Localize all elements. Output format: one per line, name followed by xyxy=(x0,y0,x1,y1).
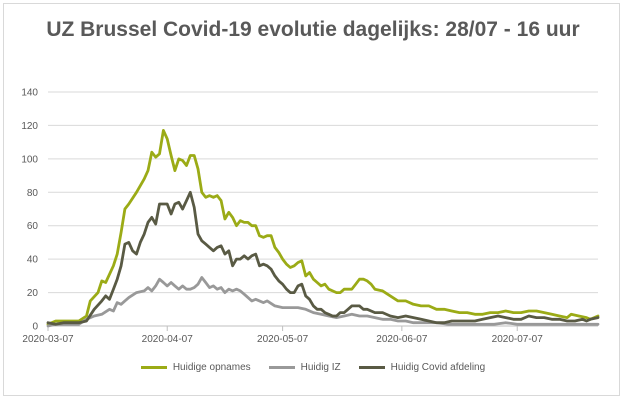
y-tick-label-100: 100 xyxy=(21,154,38,165)
x-tick-label-2020-06-07: 2020-06-07 xyxy=(376,334,428,345)
y-tick-label-40: 40 xyxy=(27,255,39,266)
x-tick-label-2020-03-07: 2020-03-07 xyxy=(22,334,74,345)
legend-item-1: Huidige opnames xyxy=(140,362,251,373)
x-tick-label-2020-07-07: 2020-07-07 xyxy=(492,334,544,345)
y-tick-label-140: 140 xyxy=(21,88,38,99)
y-axis-tick-labels: 0 20 40 60 80 100 120 140 xyxy=(21,88,38,333)
legend-swatch-3 xyxy=(358,366,385,369)
legend-label-2: Huidig IZ xyxy=(300,362,341,373)
gridlines xyxy=(48,91,598,294)
legend-swatch-2 xyxy=(268,366,295,369)
y-tick-label-0: 0 xyxy=(32,322,38,333)
y-tick-label-60: 60 xyxy=(27,221,39,232)
x-tick-label-2020-05-07: 2020-05-07 xyxy=(257,334,309,345)
series-line-3 xyxy=(46,190,600,326)
legend-swatch-1 xyxy=(140,366,167,369)
x-axis: 2020-03-07 2020-04-07 2020-05-07 2020-06-07… xyxy=(22,325,598,345)
y-tick-label-20: 20 xyxy=(27,288,39,299)
x-tick-label-2020-04-07: 2020-04-07 xyxy=(142,334,194,345)
series-lines xyxy=(46,128,600,328)
series-line-1 xyxy=(46,128,600,326)
chart-legend: Huidige opnames Huidig IZ Huidig Covid afd… xyxy=(0,362,626,373)
y-tick-label-80: 80 xyxy=(27,188,39,199)
y-tick-label-120: 120 xyxy=(21,121,38,132)
legend-item-2: Huidig IZ xyxy=(268,362,341,373)
chart-title: UZ Brussel Covid-19 evolutie dagelijks: … xyxy=(0,14,626,45)
legend-label-1: Huidige opnames xyxy=(172,362,251,373)
legend-item-3: Huidig Covid afdeling xyxy=(358,362,486,373)
chart-title-text: UZ Brussel Covid-19 evolutie dagelijks: … xyxy=(46,18,580,41)
legend-label-3: Huidig Covid afdeling xyxy=(390,362,486,373)
